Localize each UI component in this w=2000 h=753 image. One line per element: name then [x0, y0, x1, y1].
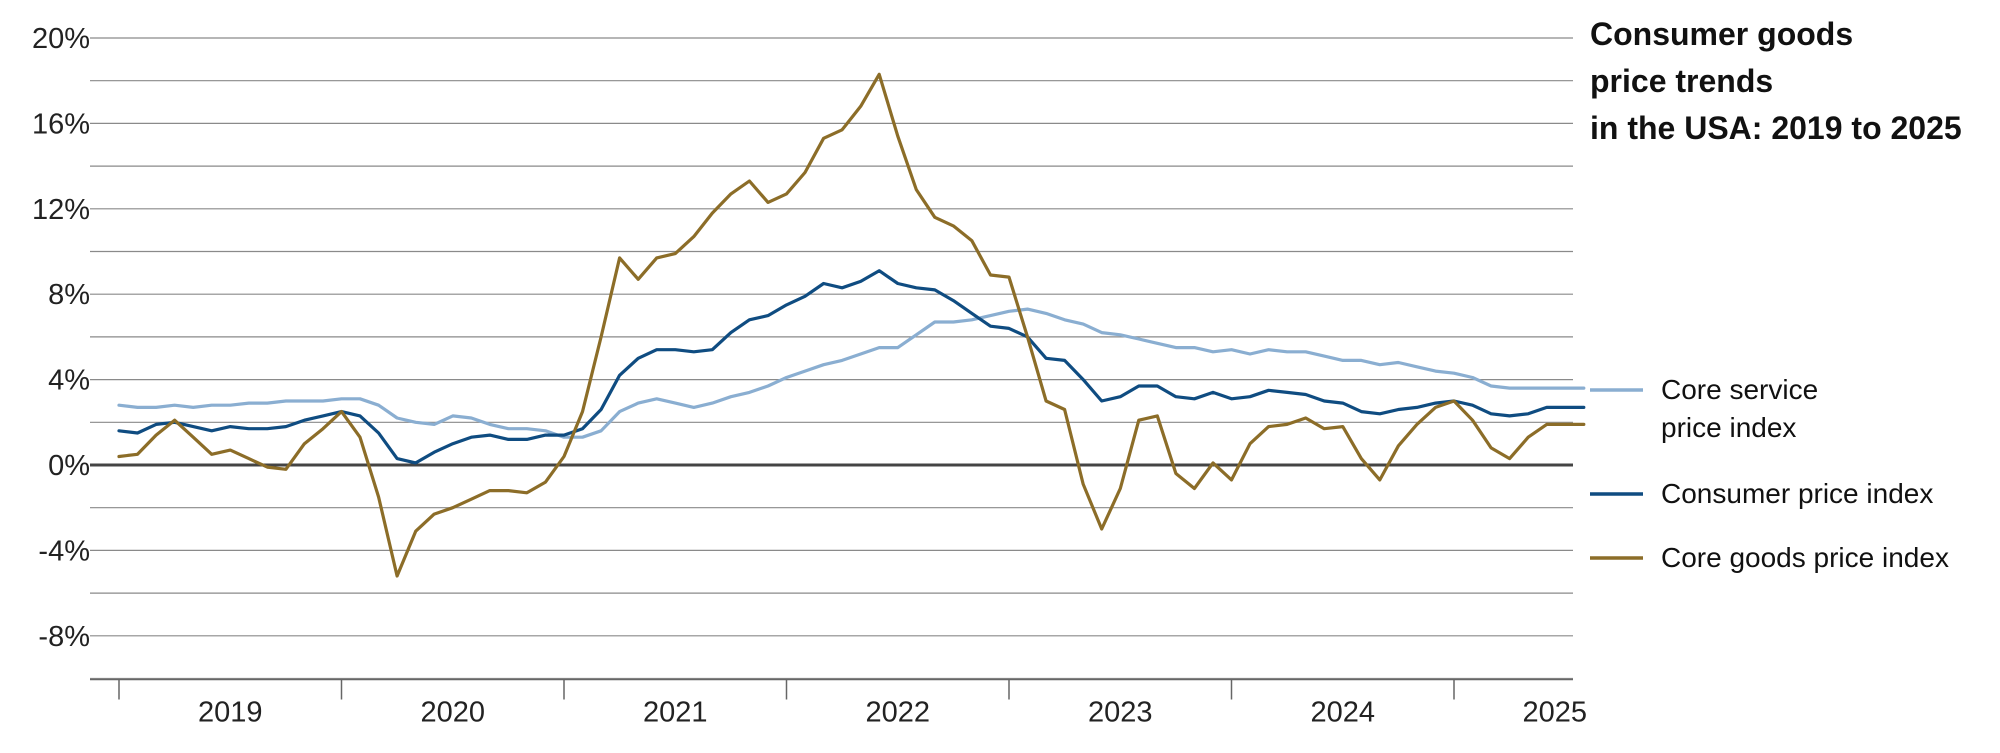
y-tick-label: 16%	[32, 108, 90, 140]
x-tick-label: 2021	[643, 697, 708, 729]
chart-title-line: price trends	[1590, 63, 1773, 99]
y-tick-label: 4%	[48, 365, 90, 397]
x-tick-label: 2024	[1310, 697, 1375, 729]
y-tick-label: 0%	[48, 450, 90, 482]
legend: Core service price index Consumer price in…	[1590, 374, 1949, 573]
y-tick-label: -8%	[38, 621, 90, 653]
legend-label: Consumer price index	[1661, 478, 1933, 509]
grid-lines	[90, 37, 1573, 680]
x-axis: 2019 2020 2021 2022 2023 2024 2025	[90, 678, 1587, 729]
x-tick-label: 2019	[198, 697, 263, 729]
x-tick-label: 2023	[1088, 697, 1153, 729]
chart-title-line: Consumer goods	[1590, 16, 1853, 52]
series-lines	[117, 72, 1586, 578]
x-tick-label: 2020	[420, 697, 485, 729]
chart-title: Consumer goods price trends in the USA: 20…	[1590, 16, 1962, 146]
y-tick-label: 20%	[32, 23, 90, 55]
series-line	[117, 307, 1586, 439]
legend-label: Core goods price index	[1661, 542, 1949, 573]
x-tick-label: 2025	[1522, 697, 1587, 729]
series-line	[117, 72, 1586, 578]
y-axis-tick-labels: 20% 16% 12% 8% 4% 0% -4% -8%	[32, 23, 90, 653]
y-tick-label: 12%	[32, 194, 90, 226]
y-tick-label: 8%	[48, 279, 90, 311]
chart-title-line: in the USA: 2019 to 2025	[1590, 110, 1962, 146]
legend-label: price index	[1661, 412, 1796, 443]
x-tick-label: 2022	[865, 697, 930, 729]
legend-label: Core service	[1661, 374, 1818, 405]
series-line	[117, 269, 1586, 465]
y-tick-label: -4%	[38, 535, 90, 567]
